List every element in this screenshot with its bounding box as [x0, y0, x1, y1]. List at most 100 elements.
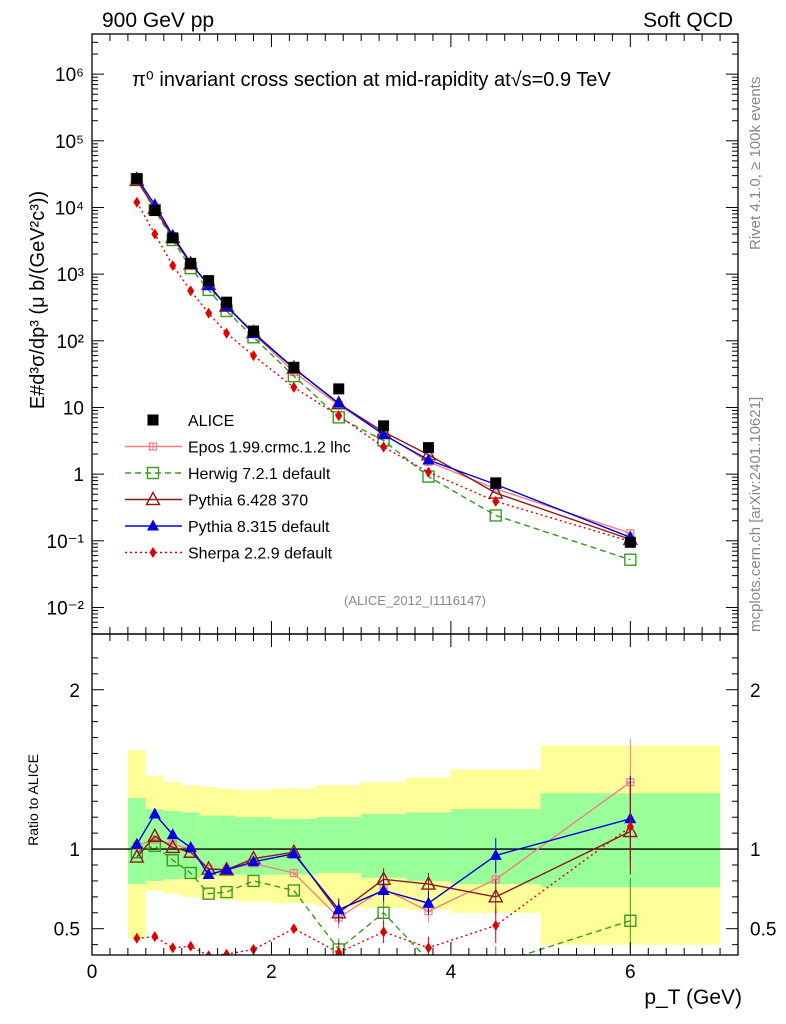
header-left-label: 900 GeV pp: [102, 9, 214, 32]
data-point: [167, 232, 179, 244]
ratio-point: [335, 947, 343, 955]
legend-entry: Pythia 8.315 default: [125, 519, 330, 536]
data-point: [203, 275, 215, 287]
data-point: [133, 196, 141, 208]
ratio-point: [422, 954, 435, 955]
data-point: [149, 205, 161, 217]
ratio-point: [184, 866, 197, 880]
series-line: [136, 845, 631, 955]
data-point: [422, 442, 434, 454]
x-tick-label: 0: [87, 962, 98, 983]
data-point: [290, 381, 298, 393]
data-point: [250, 350, 257, 362]
y-tick-label: 10⁻²: [47, 598, 85, 619]
x-tick-label: 6: [625, 962, 636, 983]
legend-marker: [147, 519, 159, 531]
data-point: [335, 410, 343, 422]
main-chart-title: π⁰ invariant cross section at mid-rapidi…: [132, 69, 611, 91]
main-series-layer: [129, 171, 639, 566]
ratio-point: [205, 950, 212, 955]
x-tick-label: 2: [266, 962, 277, 983]
data-point: [185, 257, 197, 269]
ratio-point: [184, 840, 197, 852]
legend-entry: Epos 1.99.crmc.1.2 lhc: [125, 440, 351, 457]
data-point: [424, 466, 432, 478]
main-series-alice: [131, 173, 636, 548]
data-point: [205, 307, 213, 319]
legend-marker: [146, 466, 160, 480]
ratio-point: [287, 847, 300, 859]
data-point: [492, 495, 500, 507]
inner-band-segment: [199, 815, 218, 877]
ratio-point: [130, 837, 143, 849]
x-tick-label: 4: [446, 962, 457, 983]
legend-label: Sherpa 2.2.9 default: [188, 546, 333, 563]
data-point: [489, 509, 502, 522]
y-tick-label: 10²: [57, 332, 84, 353]
legend-label: Epos 1.99.crmc.1.2 lhc: [188, 440, 351, 457]
data-point: [288, 361, 300, 373]
ratio-point: [133, 932, 141, 944]
ratio-point: [422, 896, 435, 908]
legend-label: Pythia 6.428 370: [188, 493, 308, 510]
ratio-point: [148, 807, 161, 819]
ratio-point: [289, 868, 298, 878]
ratio-point: [166, 854, 179, 867]
data-point: [333, 383, 345, 395]
series-line: [136, 177, 631, 538]
ratio-point: [492, 920, 500, 932]
ratio-point: [247, 874, 260, 888]
ratio-point: [332, 903, 345, 915]
ratio-point: [129, 848, 145, 863]
y-tick-label: 10⁶: [55, 65, 84, 86]
data-point: [624, 553, 637, 566]
data-point: [223, 327, 231, 339]
legend-label: Pythia 8.315 default: [188, 519, 330, 536]
y-tick-label: 10³: [57, 265, 84, 286]
ratio-point: [489, 848, 502, 860]
ratio-y-tick-label: 2: [69, 681, 80, 702]
data-point: [490, 477, 502, 489]
ratio-point: [247, 855, 260, 867]
ratio-y-axis-label: Ratio to ALICE: [25, 754, 41, 846]
ratio-point: [187, 940, 195, 952]
inner-band-segment: [316, 817, 362, 873]
ratio-point: [220, 863, 233, 875]
ratio-y-tick-label: 1: [750, 840, 761, 861]
legend-label: ALICE: [188, 413, 234, 430]
x-axis-label: p_T (GeV): [644, 986, 742, 1009]
ratio-point: [424, 942, 432, 954]
legend-marker: [148, 442, 158, 451]
main-frame: [91, 33, 739, 635]
series-line: [136, 180, 631, 541]
inner-band-segment: [145, 809, 164, 881]
ratio-y-tick-label: 2: [750, 681, 761, 702]
ratio-point: [380, 926, 388, 938]
ratio-point: [148, 839, 162, 853]
ratio-point: [626, 821, 634, 833]
ratio-point: [202, 887, 215, 900]
inner-band-segment: [406, 812, 451, 881]
data-point: [378, 420, 390, 432]
ratio-point: [377, 906, 390, 919]
analysis-id-label: (ALICE_2012_I1116147): [344, 593, 486, 608]
ratio-point: [624, 914, 637, 927]
ratio-point: [290, 923, 298, 935]
inner-band-segment: [217, 815, 236, 877]
ratio-point: [151, 931, 159, 943]
main-series-pythia: [130, 171, 637, 542]
legend-entry: Pythia 6.428 370: [125, 491, 308, 510]
ratio-series-sherpa: [133, 783, 634, 955]
main-series-pythia: [129, 171, 639, 546]
legend-marker: [149, 547, 157, 558]
ratio-point: [287, 884, 301, 897]
legend-marker: [147, 414, 159, 426]
ratio-point: [377, 883, 390, 895]
rivet-version-label: Rivet 4.1.0, ≥ 100k events: [747, 77, 764, 250]
main-y-axis-label: E#d³σ/dp³ (μ b/(GeV²c³)): [27, 191, 49, 409]
data-point: [248, 325, 259, 337]
data-point: [187, 285, 195, 297]
inner-band-segment: [361, 814, 407, 878]
legend-entry: ALICE: [147, 413, 234, 430]
